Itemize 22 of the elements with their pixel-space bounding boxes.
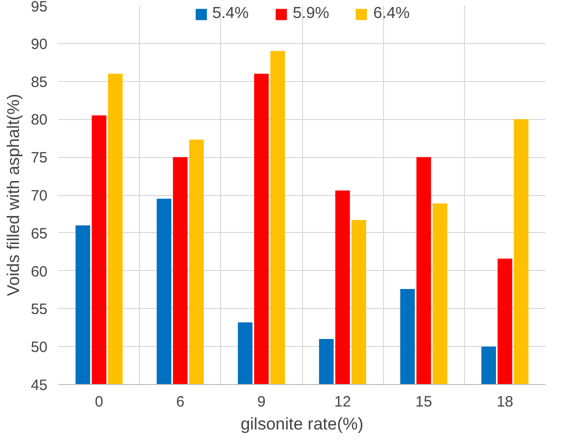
legend-label: 5.9%: [292, 5, 330, 23]
y-tick-label: 70: [30, 188, 48, 204]
y-tick-label: 45: [30, 377, 48, 394]
y-tick-label: 65: [30, 225, 48, 242]
y-tick-label: 85: [30, 74, 48, 91]
legend-label: 6.4%: [373, 5, 410, 23]
y-tick-label: 50: [30, 339, 48, 356]
x-tick-label: 18: [496, 394, 514, 410]
y-tick-label: 75: [30, 150, 48, 167]
x-tick-label: 15: [415, 394, 432, 410]
y-tick-label: 60: [30, 263, 48, 280]
y-axis-title: Voids filled with asphalt(%): [4, 94, 23, 296]
y-tick-label: 95: [30, 0, 48, 16]
legend-label: 5.4%: [212, 5, 249, 23]
x-tick-label: 12: [334, 394, 351, 410]
x-tick-label: 6: [176, 394, 184, 410]
y-tick-label: 55: [30, 301, 48, 318]
y-tick-label: 90: [30, 36, 48, 53]
x-tick-label: 9: [257, 394, 266, 410]
y-tick-label: 80: [30, 112, 48, 129]
x-tick-label: 0: [94, 394, 104, 410]
x-axis-title: gilsonite rate(%): [240, 414, 364, 434]
